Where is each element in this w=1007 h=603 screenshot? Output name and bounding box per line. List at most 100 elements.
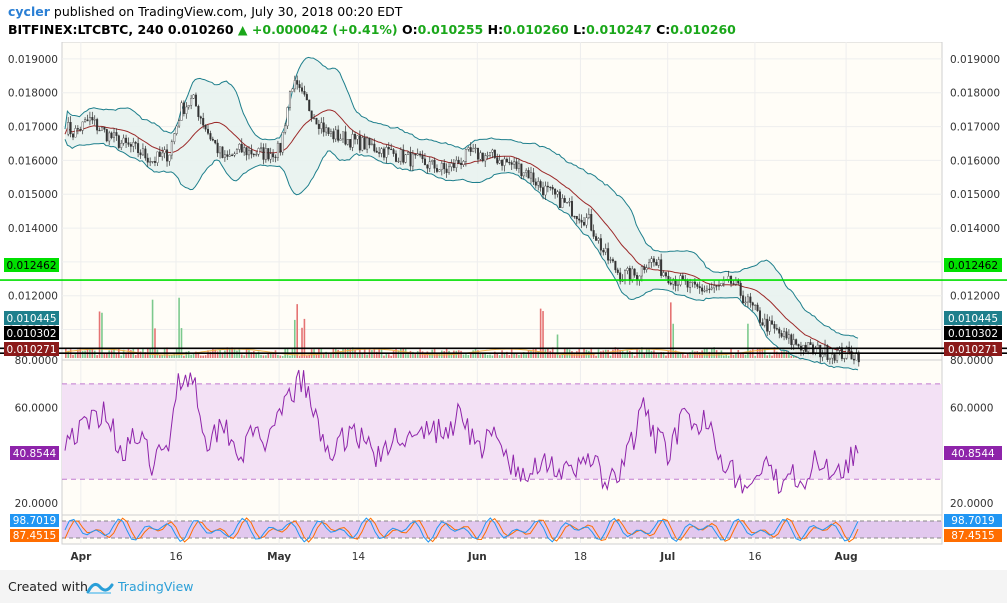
bollinger-upper xyxy=(64,56,859,339)
candle-body xyxy=(366,137,369,150)
candle-body xyxy=(542,187,545,196)
candle-body xyxy=(467,147,470,150)
volume-bar xyxy=(792,354,795,358)
candle-body xyxy=(595,236,598,241)
candle-body xyxy=(182,102,185,114)
volume-bar xyxy=(667,350,670,358)
volume-bar xyxy=(472,350,474,358)
candle-body xyxy=(255,153,258,156)
volume-bar xyxy=(279,355,282,358)
candle-body xyxy=(484,155,487,162)
candle-body xyxy=(489,152,492,156)
candle-body xyxy=(279,142,282,153)
volume-bar xyxy=(539,308,542,358)
x-tick-label: 16 xyxy=(748,551,762,563)
candle-body xyxy=(503,158,506,166)
y-tick-label-left: 0.019000 xyxy=(8,54,58,66)
candle-body xyxy=(510,162,513,165)
candle-body xyxy=(310,110,313,119)
volume-bar xyxy=(257,351,260,358)
candle-body xyxy=(380,148,383,154)
volume-bar xyxy=(778,353,781,358)
volume-bar xyxy=(462,354,465,358)
candle-body xyxy=(120,143,123,148)
candle-body xyxy=(149,161,152,163)
volume-bar xyxy=(672,323,675,358)
volume-bar xyxy=(723,355,725,358)
bollinger-fill xyxy=(65,57,858,370)
candle-body xyxy=(315,117,318,125)
volume-bar xyxy=(776,351,778,358)
candle-body xyxy=(329,131,332,134)
candle-body xyxy=(293,80,296,90)
candle-body xyxy=(264,148,267,160)
candle-body xyxy=(435,168,438,172)
volume-bar xyxy=(159,354,161,358)
candle-body xyxy=(404,154,407,163)
candle-body xyxy=(132,142,135,147)
volume-bar xyxy=(655,354,658,358)
candle-body xyxy=(247,149,250,156)
volume-bar xyxy=(486,354,489,358)
volume-bar xyxy=(537,351,540,358)
volume-bar xyxy=(749,350,752,358)
candle-body xyxy=(496,157,499,164)
stoch-k-line xyxy=(64,517,859,543)
candle-body xyxy=(105,129,108,142)
candle-body xyxy=(146,157,149,163)
volume-bar xyxy=(436,353,438,358)
stoch-k-right-bg xyxy=(944,514,1002,527)
candle-body xyxy=(498,160,501,164)
price-label-left-bg xyxy=(4,326,59,340)
volume-bar xyxy=(631,352,634,358)
volume-bar xyxy=(522,352,525,358)
candle-body xyxy=(137,143,140,154)
volume-bar xyxy=(739,354,742,358)
candle-body xyxy=(240,143,243,153)
author-link[interactable]: cycler xyxy=(8,4,50,19)
candle-body xyxy=(125,137,128,143)
candle-body xyxy=(587,214,590,218)
volume-bar xyxy=(171,355,173,358)
volume-bar xyxy=(356,353,359,358)
candle-body xyxy=(751,302,754,306)
tradingview-brand-link[interactable]: TradingView xyxy=(118,579,194,594)
rsi-value-right: 40.8544 xyxy=(951,448,995,460)
candle-body xyxy=(554,188,557,195)
candle-body xyxy=(276,142,279,158)
candle-body xyxy=(103,126,106,130)
candle-body xyxy=(457,159,460,164)
tradingview-logo-icon[interactable] xyxy=(86,576,114,596)
candle-body xyxy=(134,142,137,144)
candle-body xyxy=(344,131,347,145)
candle-body xyxy=(708,288,711,291)
candle-body xyxy=(698,286,701,289)
volume-bar xyxy=(525,354,527,358)
candle-body xyxy=(368,137,371,146)
price-label-left: 0.010445 xyxy=(6,313,56,325)
x-tick-label: Apr xyxy=(70,551,92,563)
y-tick-label-left: 0.018000 xyxy=(8,88,58,100)
candle-body xyxy=(836,350,839,361)
candle-body xyxy=(69,122,72,135)
volume-bar xyxy=(450,353,453,358)
candle-body xyxy=(821,354,824,358)
candle-body xyxy=(491,149,494,153)
volume-bar xyxy=(387,354,390,358)
candle-body xyxy=(192,94,195,99)
volume-bar xyxy=(101,312,103,358)
candle-body xyxy=(476,147,479,160)
candle-body xyxy=(339,138,342,141)
candle-body xyxy=(363,137,366,150)
volume-bar xyxy=(397,350,400,358)
x-tick-label: 18 xyxy=(574,551,587,563)
candles xyxy=(67,75,860,367)
candle-body xyxy=(628,268,631,281)
candle-body xyxy=(773,323,776,329)
publish-line: cycler published on TradingView.com, Jul… xyxy=(8,4,402,19)
symbol-line: BITFINEX:LTCBTC, 240 0.010260 ▲ +0.00004… xyxy=(8,22,736,37)
volume-bar xyxy=(390,355,392,358)
candle-body xyxy=(419,153,422,156)
volume-bar xyxy=(187,350,190,358)
